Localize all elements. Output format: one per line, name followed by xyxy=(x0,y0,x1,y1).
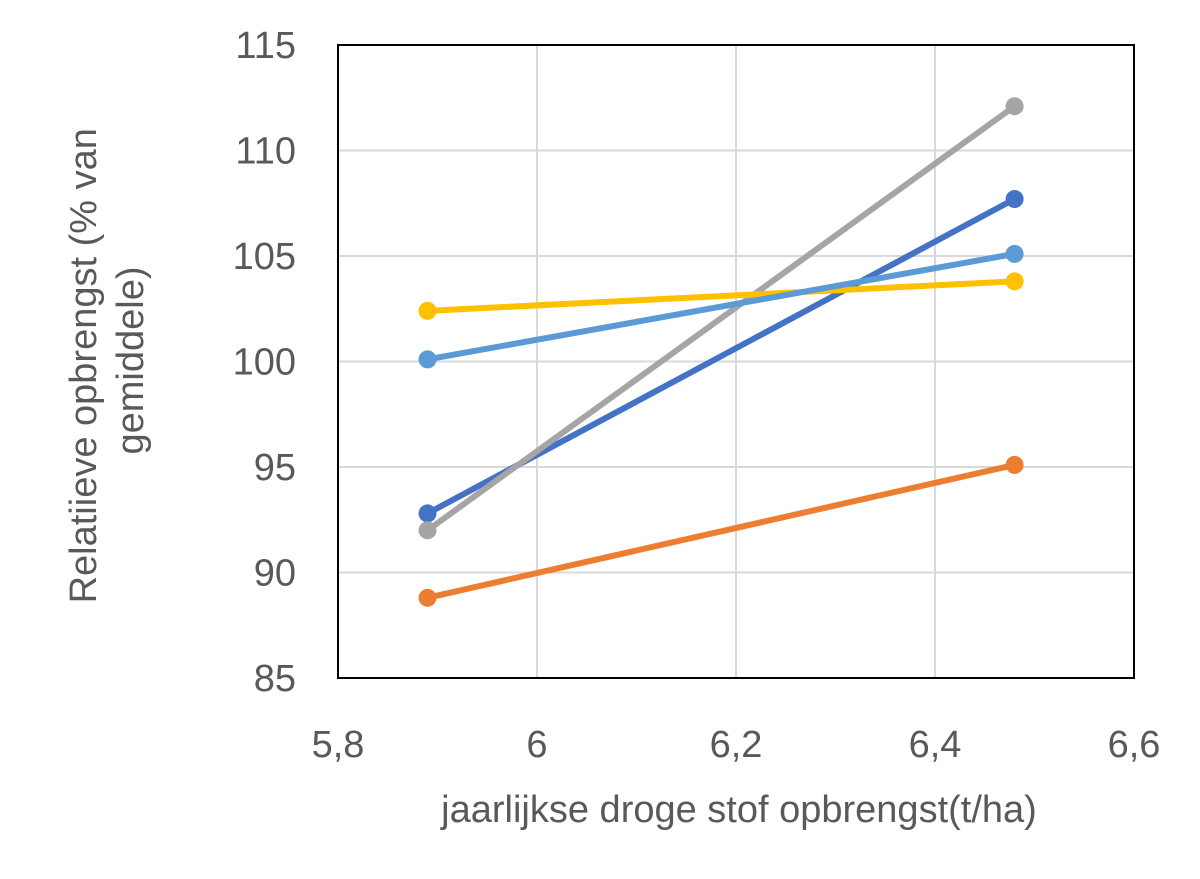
data-point xyxy=(418,301,437,320)
data-point xyxy=(418,504,437,523)
y-tick-label: 105 xyxy=(233,236,296,278)
series-layer xyxy=(418,97,1024,607)
y-tick-label: 90 xyxy=(254,553,296,595)
x-axis-title: jaarlijkse droge stof opbrengst(t/ha) xyxy=(440,789,1037,831)
data-point xyxy=(1005,190,1024,209)
series-2 xyxy=(418,455,1024,607)
y-tick-label: 85 xyxy=(254,658,296,700)
y-axis-title-line-1: Relatiieve opbrengst (% van xyxy=(63,128,105,603)
data-point xyxy=(1005,272,1024,291)
gridlines xyxy=(337,44,1135,679)
y-axis-tick-labels: 85 90 95 100 105 110 115 xyxy=(233,25,296,700)
x-tick-label: 6,6 xyxy=(1108,724,1161,766)
data-point xyxy=(418,521,437,540)
x-tick-label: 6 xyxy=(526,724,547,766)
series-line xyxy=(424,250,1018,363)
series-line xyxy=(424,103,1018,534)
x-tick-label: 6,2 xyxy=(710,724,763,766)
series-3 xyxy=(418,97,1024,540)
x-tick-label: 5,8 xyxy=(312,724,365,766)
y-axis-title-line-2: gemiddele) xyxy=(110,267,152,455)
y-tick-label: 110 xyxy=(235,131,296,173)
x-axis-tick-labels: 5,8 6 6,2 6,4 6,6 xyxy=(312,724,1161,766)
y-axis-title: Relatiieve opbrengst (% van gemiddele) xyxy=(63,118,152,604)
y-tick-label: 95 xyxy=(254,447,296,489)
data-point xyxy=(1005,244,1024,263)
data-point xyxy=(418,350,437,369)
data-point xyxy=(1005,455,1024,474)
data-point xyxy=(1005,97,1024,116)
y-tick-label: 100 xyxy=(233,342,296,384)
series-line xyxy=(424,278,1018,314)
series-5 xyxy=(418,244,1024,369)
y-tick-label: 115 xyxy=(235,25,296,67)
series-line xyxy=(424,461,1018,601)
data-point xyxy=(418,588,437,607)
series-4 xyxy=(418,272,1024,320)
plot-area-border xyxy=(337,44,1135,679)
x-tick-label: 6,4 xyxy=(909,724,962,766)
